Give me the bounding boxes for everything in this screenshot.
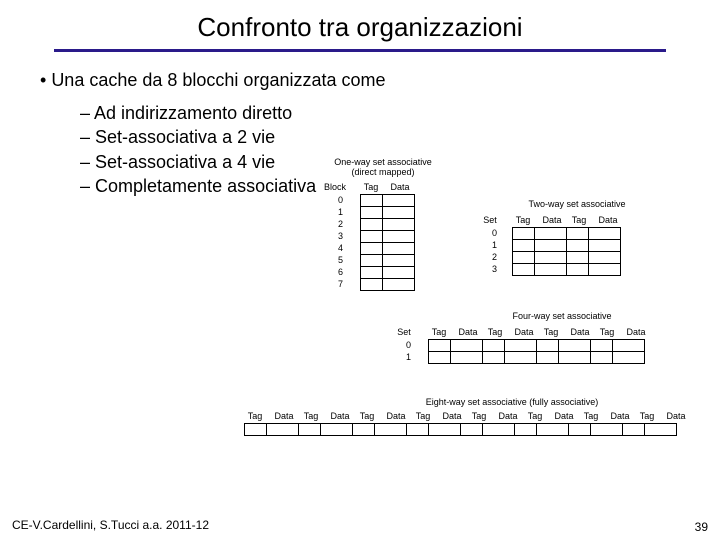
fourway-table bbox=[428, 339, 645, 364]
fourway-tag-hdr-2: Tag bbox=[484, 327, 506, 337]
twoway-data-hdr-2: Data bbox=[592, 215, 624, 225]
twoway-r2: 2 bbox=[492, 252, 497, 262]
fourway-caption: Four-way set associative bbox=[392, 312, 672, 322]
oneway-data-hdr: Data bbox=[384, 182, 416, 192]
fourway-data-hdr-4: Data bbox=[620, 327, 652, 337]
fourway-tag-hdr-1: Tag bbox=[428, 327, 450, 337]
twoway-tag-hdr-1: Tag bbox=[512, 215, 534, 225]
oneway-r5: 5 bbox=[338, 255, 343, 265]
eightway-tag-1: Tag bbox=[244, 411, 266, 421]
eightway-tag-2: Tag bbox=[300, 411, 322, 421]
page-title: Confronto tra organizzazioni bbox=[197, 12, 522, 43]
twoway-table bbox=[512, 227, 621, 276]
eightway-diagram: Eight-way set associative (fully associa… bbox=[232, 398, 692, 408]
twoway-r0: 0 bbox=[492, 228, 497, 238]
eightway-data-5: Data bbox=[492, 411, 524, 421]
twoway-diagram: Two-way set associative Set Tag Data Tag… bbox=[478, 200, 648, 210]
oneway-tag-hdr: Tag bbox=[360, 182, 382, 192]
fourway-tag-hdr-4: Tag bbox=[596, 327, 618, 337]
eightway-data-4: Data bbox=[436, 411, 468, 421]
oneway-diagram: One-way set associative (direct mapped) … bbox=[318, 158, 448, 178]
eightway-data-1: Data bbox=[268, 411, 300, 421]
oneway-r0: 0 bbox=[338, 195, 343, 205]
fourway-data-hdr-2: Data bbox=[508, 327, 540, 337]
eightway-data-7: Data bbox=[604, 411, 636, 421]
eightway-data-8: Data bbox=[660, 411, 692, 421]
eightway-tag-4: Tag bbox=[412, 411, 434, 421]
twoway-set-hdr: Set bbox=[478, 215, 502, 225]
eightway-tag-3: Tag bbox=[356, 411, 378, 421]
fourway-data-hdr-3: Data bbox=[564, 327, 596, 337]
eightway-table bbox=[244, 423, 677, 436]
title-area: Confronto tra organizzazioni bbox=[0, 0, 720, 43]
eightway-tag-8: Tag bbox=[636, 411, 658, 421]
eightway-caption: Eight-way set associative (fully associa… bbox=[232, 398, 692, 408]
oneway-r7: 7 bbox=[338, 279, 343, 289]
twoway-data-hdr-1: Data bbox=[536, 215, 568, 225]
oneway-r6: 6 bbox=[338, 267, 343, 277]
twoway-r1: 1 bbox=[492, 240, 497, 250]
oneway-r1: 1 bbox=[338, 207, 343, 217]
fourway-data-hdr-1: Data bbox=[452, 327, 484, 337]
oneway-r3: 3 bbox=[338, 231, 343, 241]
eightway-tag-6: Tag bbox=[524, 411, 546, 421]
footer: CE-V.Cardellini, S.Tucci a.a. 2011-12 bbox=[12, 518, 209, 532]
bullet-sub-a: Ad indirizzamento diretto bbox=[36, 101, 720, 125]
oneway-block-hdr: Block bbox=[320, 182, 350, 192]
eightway-tag-5: Tag bbox=[468, 411, 490, 421]
eightway-tag-7: Tag bbox=[580, 411, 602, 421]
twoway-r3: 3 bbox=[492, 264, 497, 274]
twoway-caption: Two-way set associative bbox=[478, 200, 648, 210]
twoway-tag-hdr-2: Tag bbox=[568, 215, 590, 225]
page-number: 39 bbox=[695, 520, 708, 534]
eightway-data-3: Data bbox=[380, 411, 412, 421]
oneway-table bbox=[360, 194, 415, 291]
bullet-main: Una cache da 8 blocchi organizzata come bbox=[36, 70, 720, 91]
eightway-data-2: Data bbox=[324, 411, 356, 421]
fourway-set-hdr: Set bbox=[392, 327, 416, 337]
fourway-r0: 0 bbox=[406, 340, 411, 350]
fourway-diagram: Four-way set associative Set Tag Data Ta… bbox=[392, 312, 672, 322]
fourway-r1: 1 bbox=[406, 352, 411, 362]
oneway-r2: 2 bbox=[338, 219, 343, 229]
oneway-caption2: (direct mapped) bbox=[318, 168, 448, 178]
fourway-tag-hdr-3: Tag bbox=[540, 327, 562, 337]
eightway-data-6: Data bbox=[548, 411, 580, 421]
oneway-r4: 4 bbox=[338, 243, 343, 253]
bullet-sub-b: Set-associativa a 2 vie bbox=[36, 125, 720, 149]
